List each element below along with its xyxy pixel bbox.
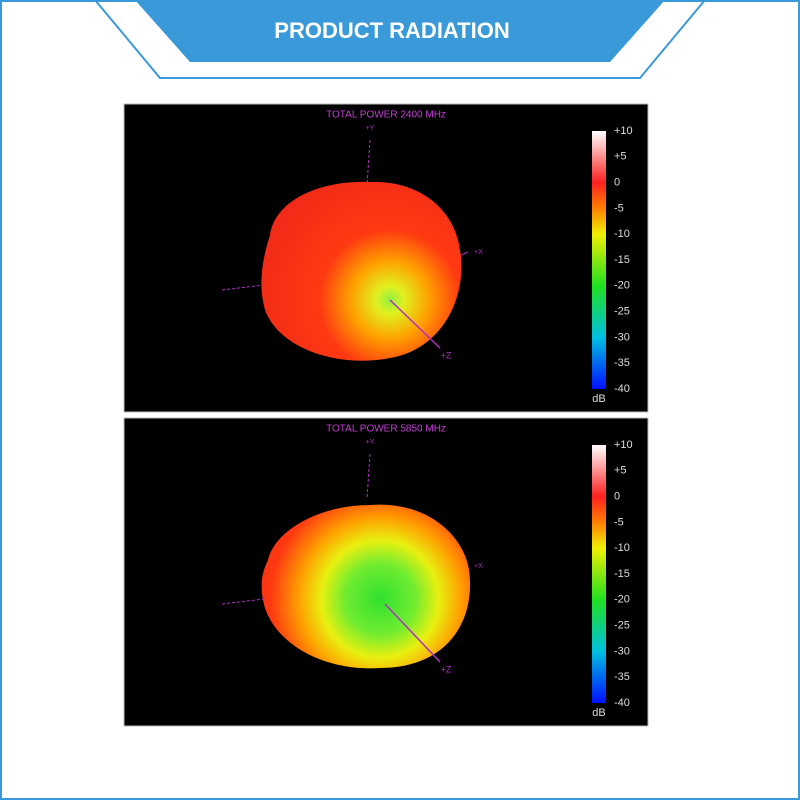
axis-label: +Z [441,664,452,674]
axis-y [366,139,371,186]
colorbar-tick-label: -25 [614,306,630,318]
colorbar-tick-label: -15 [614,254,630,266]
colorbar-tick-label: -5 [614,202,624,214]
colorbar [592,131,606,389]
axis-left [221,284,265,291]
axis-label: +Y [366,125,375,132]
panels: TOTAL POWER 2400 MHz +Y +X +Z +10 +5 0 -5 -10 -15… [123,103,649,727]
colorbar-tick-label: -35 [614,357,630,369]
colorbar-tick-label: -20 [614,280,630,292]
radiation-pattern [261,504,471,669]
colorbar-tick-label: -10 [614,228,630,240]
colorbar-tick-label: 0 [614,177,620,189]
radiation-panel: TOTAL POWER 5850 MHz +Y +X +Z +10 +5 0 -5 -10 -15… [123,417,649,727]
colorbar [592,445,606,703]
colorbar-tick-label: 0 [614,491,620,503]
colorbar-tick-label: +5 [614,465,627,477]
colorbar-tick-label: -25 [614,620,630,632]
axis-label: +Y [366,439,375,446]
axis-z [384,603,441,663]
axis-y [366,453,371,500]
colorbar-tick-label: -5 [614,516,624,528]
colorbar-unit: dB [592,393,605,405]
banner [135,0,665,62]
colorbar-tick-label: -40 [614,697,630,709]
colorbar-tick-label: -40 [614,383,630,395]
colorbar-tick-label: -10 [614,542,630,554]
axis-z [389,299,441,349]
panel-title: TOTAL POWER 5850 MHz [326,424,446,435]
radiation-panel: TOTAL POWER 2400 MHz +Y +X +Z +10 +5 0 -5 -10 -15… [123,103,649,413]
colorbar-tick-label: -30 [614,331,630,343]
colorbar-tick-label: -35 [614,671,630,683]
axis-label: +X [474,563,483,570]
axis-label: +Z [441,350,452,360]
colorbar-tick-label: +5 [614,151,627,163]
panel-title: TOTAL POWER 2400 MHz [326,110,446,121]
radiation-pattern [261,181,462,361]
colorbar-unit: dB [592,707,605,719]
colorbar-tick-label: -30 [614,645,630,657]
colorbar-tick-label: +10 [614,439,633,451]
colorbar-tick-label: +10 [614,125,633,137]
axis-left [221,598,265,605]
colorbar-tick-label: -20 [614,594,630,606]
axis-label: +X [474,249,483,256]
page-title: PRODUCT RADIATION [274,18,509,43]
banner-outline [94,0,706,79]
colorbar-tick-label: -15 [614,568,630,580]
